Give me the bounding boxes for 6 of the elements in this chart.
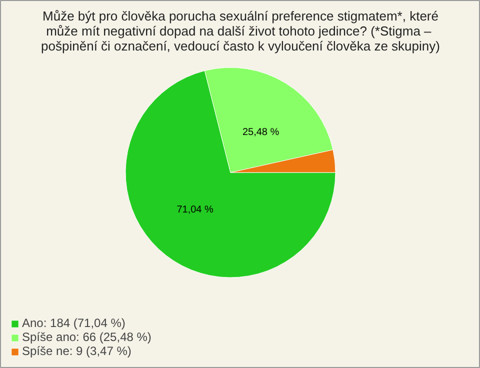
legend-label: Spíše ne: 9 (3,47 %) (22, 344, 132, 358)
data-label: 71,04 % (176, 204, 214, 216)
legend-label: Spíše ano: 66 (25,48 %) (22, 330, 152, 344)
data-label: 25,48 % (242, 126, 280, 138)
legend-label: Ano: 184 (71,04 %) (22, 316, 126, 330)
chart-title: Může být pro člověka porucha sexuální preference stigmatem*, které může mít negativní dopad na další život tohoto jedince? (*Stigma – pošpinění či označení, vedoucí často k vyloučení člověka ze skupiny) (41, 8, 440, 54)
